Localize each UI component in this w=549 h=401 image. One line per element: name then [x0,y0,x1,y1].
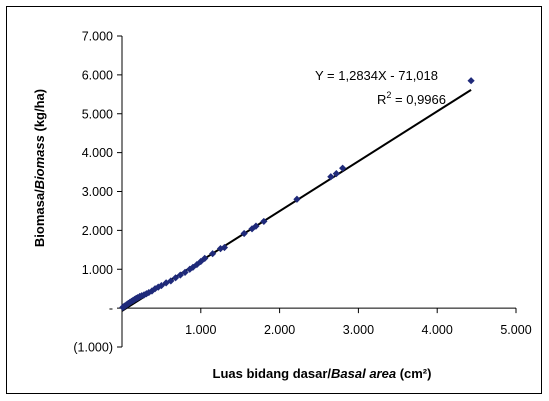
r-squared-label: R2 = 0,9966 [377,90,446,107]
y-tick-label: - [109,302,113,316]
y-axis-title-part-3: (kg/ha) [32,89,47,135]
r-squared-prefix: R [377,92,386,107]
data-point [339,164,347,172]
x-axis-title-part-1: Luas bidang dasar/ [213,366,332,381]
data-point [293,195,301,203]
data-point [201,254,209,262]
x-axis-title-part-2: Basal area [331,366,396,381]
regression-equation: Y = 1,2834X - 71,018 [315,68,438,83]
data-point [197,257,205,266]
data-point [171,274,180,282]
x-ticks: 1.000 2.000 3.000 4.000 5.000 [185,308,532,337]
data-point [209,250,217,258]
y-tick-label: 3.000 [82,185,113,199]
y-tick-label: 1.000 [82,263,113,277]
data-point [240,229,248,238]
y-tick-label: 2.000 [82,224,113,238]
r-squared-superscript: 2 [386,90,391,100]
y-axis-title: Biomasa/Biomass (kg/ha) [32,89,47,247]
data-point [260,217,268,226]
data-point [181,268,189,276]
x-tick-label: 2.000 [264,323,295,337]
y-ticks: 7.000 6.000 5.000 4.000 3.000 2.000 1.000 - (1.0… [73,30,122,355]
y-tick-label: (1.000) [73,341,113,355]
data-point [162,279,170,287]
data-point [167,277,175,285]
x-tick-label: 1.000 [185,323,216,337]
y-axis-title-part-1: Biomasa/ [32,189,47,247]
y-tick-label: 5.000 [82,107,113,121]
data-point [252,222,260,230]
y-axis-title-part-2: Biomass [32,135,47,189]
data-point [467,77,475,85]
data-points [119,77,475,311]
data-point [189,263,197,271]
y-tick-label: 6.000 [82,68,113,82]
data-point [220,243,229,252]
x-tick-label: 4.000 [422,323,453,337]
x-axis-title: Luas bidang dasar/Basal area (cm²) [213,366,432,381]
x-tick-label: 5.000 [500,323,531,337]
y-tick-label: 4.000 [82,146,113,160]
y-tick-label: 7.000 [82,30,113,44]
chart-frame [6,6,542,394]
x-axis-title-part-3: (cm²) [396,366,431,381]
data-point [145,288,153,297]
data-point [193,260,201,269]
r-squared-value: = 0,9966 [391,92,446,107]
data-point [327,173,335,181]
data-point [176,271,184,279]
x-tick-label: 3.000 [343,323,374,337]
data-point [332,170,340,178]
data-point [157,281,165,290]
